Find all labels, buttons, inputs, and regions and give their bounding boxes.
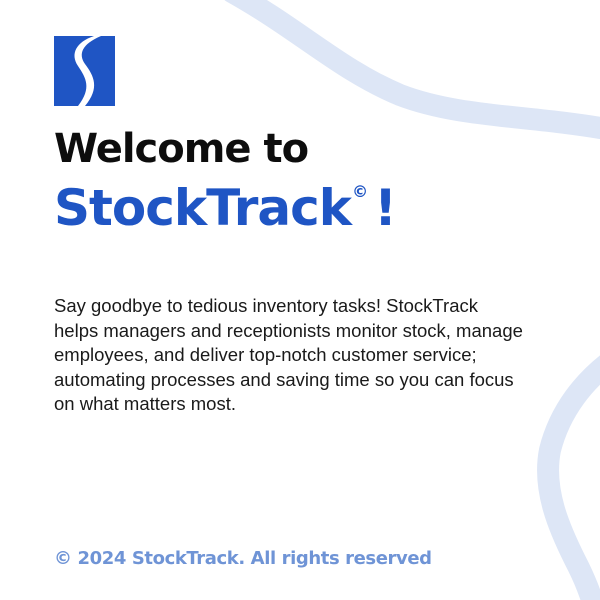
stocktrack-logo-icon xyxy=(54,36,115,106)
welcome-line: Welcome to xyxy=(54,126,309,172)
top-wave xyxy=(224,0,600,140)
copyright-mark: © xyxy=(352,182,369,201)
right-wave xyxy=(537,355,600,600)
exclamation-mark: ! xyxy=(374,179,397,237)
brand-line: StockTrack©! xyxy=(54,178,397,238)
brand-name: StockTrack xyxy=(54,179,352,237)
copyright-footer: © 2024 StockTrack. All rights reserved xyxy=(54,548,432,569)
welcome-heading: Welcome to StockTrack©! xyxy=(54,124,397,238)
intro-description: Say goodbye to tedious inventory tasks! … xyxy=(54,295,523,414)
